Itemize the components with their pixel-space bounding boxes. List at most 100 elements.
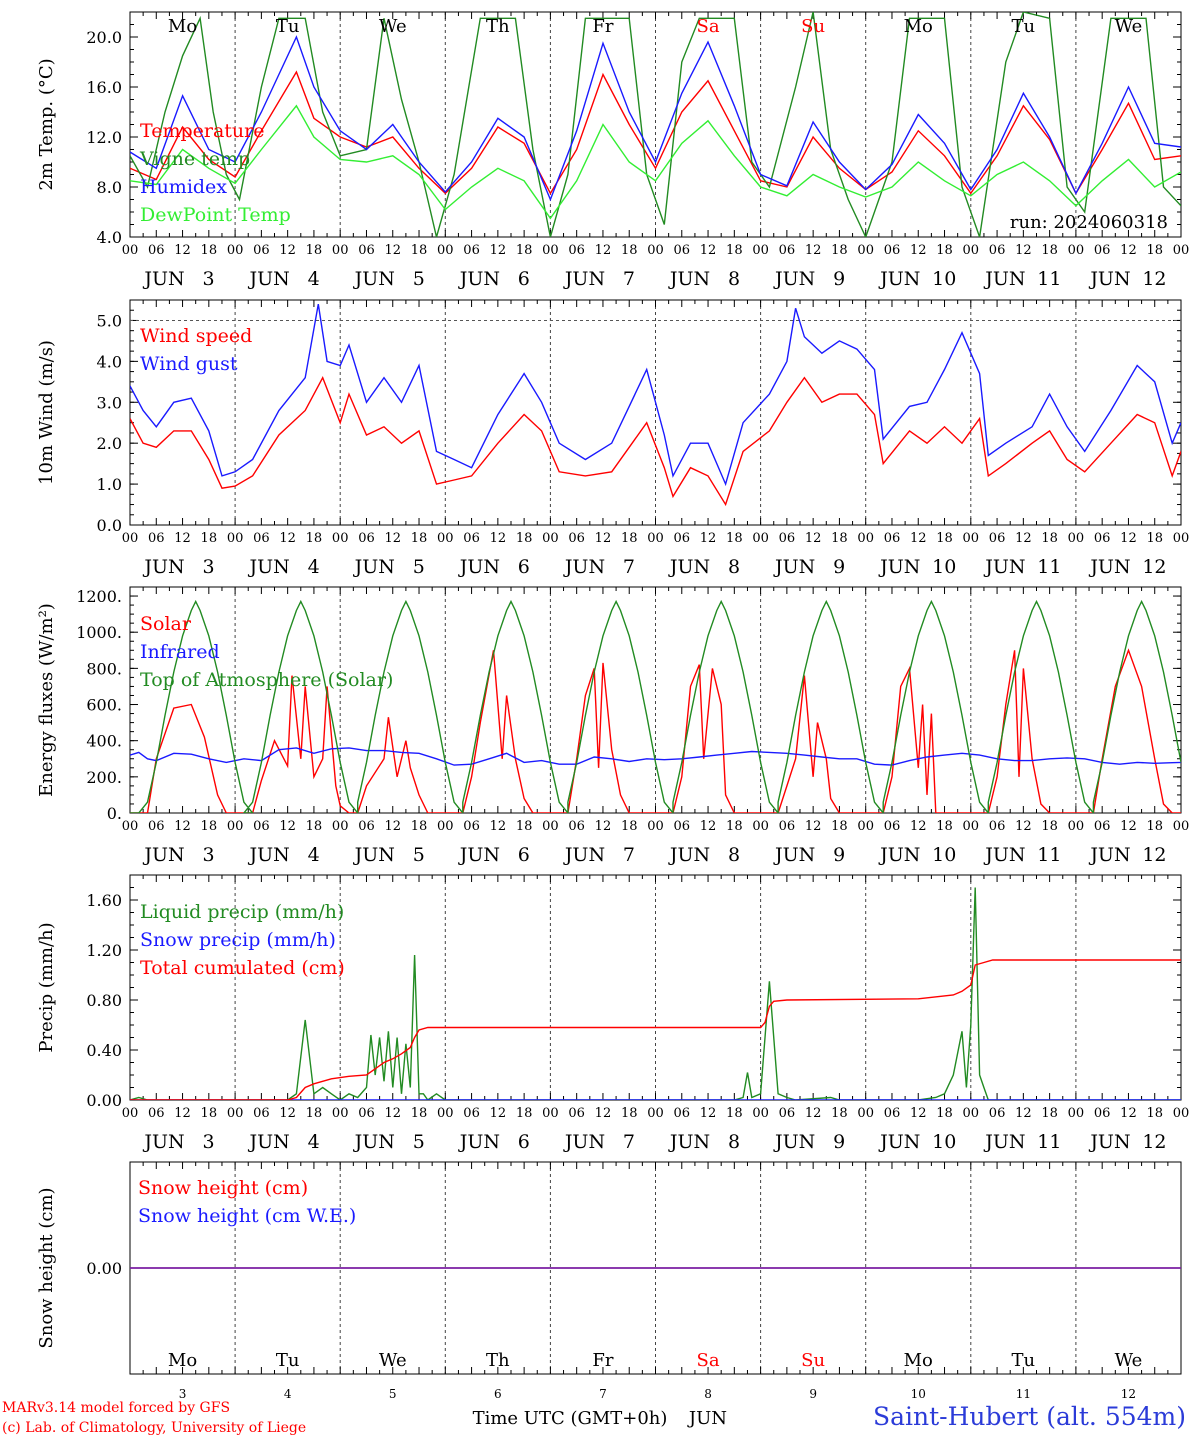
panel-4: 0.00 0.40 0.80 1.20 1.60 Precip (mm/h) Liquid … <box>36 874 1189 1153</box>
hour-label: 18 <box>936 819 953 834</box>
hour-label: 06 <box>989 531 1006 546</box>
day-number: 3 <box>179 1387 187 1401</box>
date-day: 6 <box>518 556 530 578</box>
series-group <box>130 12 1181 237</box>
model-credit: MARv3.14 model forced by GFS <box>2 1400 231 1416</box>
hour-label: 18 <box>831 243 848 258</box>
date-day: 6 <box>518 1131 530 1153</box>
hour-label: 18 <box>516 1106 533 1121</box>
hour-label: 18 <box>411 1106 428 1121</box>
hour-label: 00 <box>437 1106 454 1121</box>
legend-entry: Temperature <box>140 120 264 142</box>
hour-label: 12 <box>490 819 507 834</box>
hour-label: 06 <box>463 1106 480 1121</box>
date-month: JUN <box>353 556 395 578</box>
hour-label: 00 <box>963 243 980 258</box>
date-day: 7 <box>623 556 635 578</box>
hour-label: 12 <box>595 819 612 834</box>
date-day: 10 <box>932 1131 956 1153</box>
date-month: JUN <box>142 844 184 866</box>
date-month: JUN <box>1088 268 1130 290</box>
weekday-label: Tu <box>1012 1350 1036 1371</box>
hour-label: 00 <box>332 1106 349 1121</box>
hour-label: 18 <box>201 531 218 546</box>
hour-label: 00 <box>332 819 349 834</box>
hour-label: 00 <box>857 531 874 546</box>
hour-label: 00 <box>647 531 664 546</box>
hour-label: 00 <box>227 819 244 834</box>
date-day: 8 <box>728 556 740 578</box>
hour-label: 18 <box>516 243 533 258</box>
date-month: JUN <box>248 268 290 290</box>
hour-label: 18 <box>306 819 323 834</box>
date-day: 11 <box>1037 268 1061 290</box>
legend-entry: Wind speed <box>140 325 252 347</box>
y-axis-label: Precip (mm/h) <box>36 922 57 1052</box>
hour-label: 18 <box>621 243 638 258</box>
day-number: 8 <box>704 1387 712 1401</box>
date-month: JUN <box>668 1131 710 1153</box>
hour-label: 06 <box>884 243 901 258</box>
date-month: JUN <box>248 1131 290 1153</box>
date-month: JUN <box>248 556 290 578</box>
hour-label: 00 <box>1068 819 1085 834</box>
hour-label: 18 <box>831 1106 848 1121</box>
hour-label: 18 <box>411 243 428 258</box>
hour-label: 12 <box>1120 243 1137 258</box>
hour-label: 12 <box>384 819 401 834</box>
hour-label: 00 <box>963 531 980 546</box>
hour-label: 06 <box>148 243 165 258</box>
hour-label: 18 <box>306 531 323 546</box>
weekday-label: Mo <box>904 1350 933 1371</box>
hour-label: 00 <box>647 819 664 834</box>
date-day: 4 <box>308 844 320 866</box>
hour-label: 12 <box>1015 1106 1032 1121</box>
hour-label: 06 <box>884 531 901 546</box>
weekday-label: Mo <box>168 16 197 37</box>
date-day: 8 <box>728 268 740 290</box>
hour-label: 00 <box>963 819 980 834</box>
date-month: JUN <box>142 1131 184 1153</box>
hour-label: 12 <box>279 819 296 834</box>
hour-label: 06 <box>989 819 1006 834</box>
hour-label: 18 <box>306 1106 323 1121</box>
hour-label: 12 <box>910 819 927 834</box>
hour-label: 06 <box>358 243 375 258</box>
hour-label: 00 <box>542 819 559 834</box>
series-group <box>130 303 1181 507</box>
weekday-label: Tu <box>1012 16 1036 37</box>
hour-label: 00 <box>122 819 139 834</box>
hour-label: 18 <box>831 819 848 834</box>
hour-label: 18 <box>936 243 953 258</box>
hour-label: 12 <box>1015 819 1032 834</box>
date-day: 4 <box>308 556 320 578</box>
hour-label: 06 <box>463 531 480 546</box>
hour-label: 00 <box>857 819 874 834</box>
y-tick-label: 1.0 <box>97 475 122 494</box>
date-day: 11 <box>1037 1131 1061 1153</box>
date-month: JUN <box>353 268 395 290</box>
hour-label: 18 <box>621 531 638 546</box>
hour-label: 06 <box>253 1106 270 1121</box>
hour-label: 06 <box>358 1106 375 1121</box>
day-number: 6 <box>494 1387 502 1401</box>
date-day: 9 <box>833 844 845 866</box>
hour-label: 06 <box>253 531 270 546</box>
y-tick-label: 1.60 <box>86 891 122 910</box>
panel-frame <box>129 299 1182 526</box>
hour-label: 00 <box>1173 819 1190 834</box>
hour-label: 12 <box>384 243 401 258</box>
hour-label: 06 <box>253 819 270 834</box>
hour-label: 18 <box>1146 1106 1163 1121</box>
series-line-1 <box>130 70 1181 195</box>
date-day: 6 <box>518 844 530 866</box>
weekday-label: Tu <box>276 1350 300 1371</box>
hour-label: 06 <box>358 531 375 546</box>
hour-label: 12 <box>1015 243 1032 258</box>
date-day: 7 <box>623 844 635 866</box>
hour-label: 12 <box>700 819 717 834</box>
hour-label: 06 <box>779 1106 796 1121</box>
y-tick-label: 20.0 <box>86 28 122 47</box>
hour-label: 18 <box>1041 243 1058 258</box>
date-month: JUN <box>458 844 500 866</box>
